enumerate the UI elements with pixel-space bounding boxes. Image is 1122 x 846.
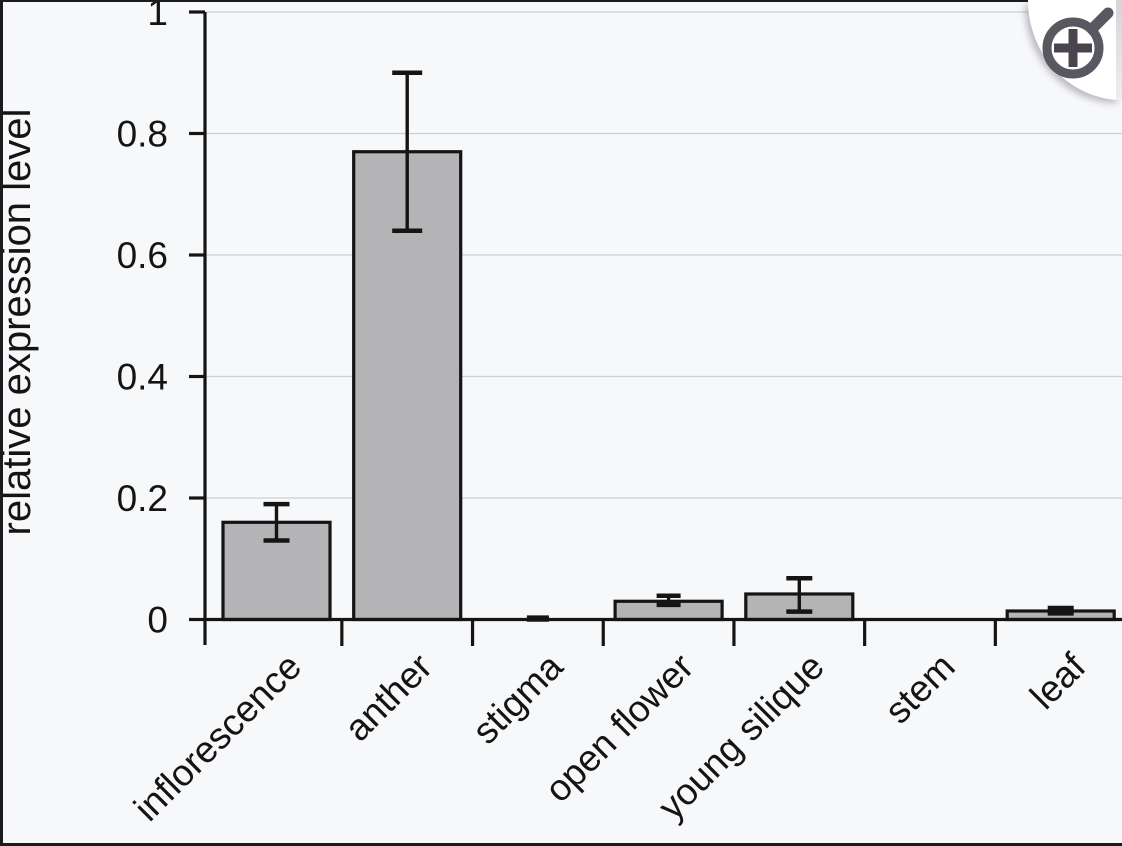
y-tick-labels: 0 0.2 0.4 0.6 0.8 1 — [117, 0, 168, 641]
x-category-label: inflorescence — [126, 646, 309, 829]
x-category-label: stem — [877, 646, 963, 732]
bars-layer — [221, 150, 1116, 622]
x-category-label: stigma — [465, 645, 571, 751]
error-bars-layer — [263, 70, 1074, 622]
y-tick-label: 0.8 — [117, 114, 168, 155]
axes-layer — [189, 10, 1122, 646]
frame-border-left — [0, 0, 3, 846]
zoom-in-icon — [1042, 7, 1114, 79]
grid-layer — [206, 11, 1122, 499]
x-category-label: leaf — [1022, 645, 1094, 717]
y-tick-label: 0.6 — [117, 235, 168, 276]
y-axis-title: relative expression level — [0, 109, 39, 536]
zoom-badge[interactable] — [1028, 0, 1122, 100]
y-tick-label: 1 — [147, 0, 168, 33]
frame-border-bottom — [0, 843, 1122, 846]
y-tick-label: 0.2 — [117, 478, 168, 519]
frame-border-top — [0, 0, 1122, 2]
y-tick-label: 0 — [147, 600, 168, 641]
y-tick-label: 0.4 — [117, 357, 168, 398]
x-category-label: anther — [337, 646, 440, 749]
